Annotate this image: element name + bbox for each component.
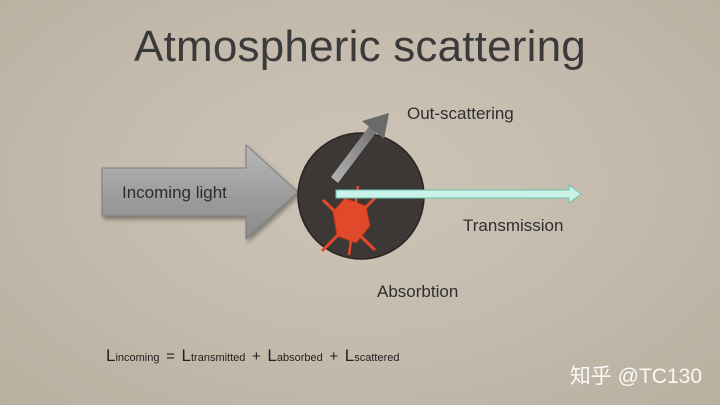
watermark: 知乎 @TC130	[569, 365, 702, 388]
transmission-arrow	[335, 184, 582, 204]
incoming-light-arrow	[101, 143, 299, 241]
out-scattering-label: Out-scattering	[407, 104, 514, 123]
eq-lhs-symbol: L	[106, 346, 116, 365]
eq-term-sub: scattered	[354, 352, 400, 364]
absorption-label: Absorbtion	[377, 282, 459, 301]
eq-equals: =	[166, 348, 175, 365]
eq-term-symbol: L	[181, 346, 191, 365]
eq-term-sub: transmitted	[190, 352, 246, 364]
out-scattering-arrow	[331, 113, 389, 183]
eq-lhs-sub: incoming	[115, 352, 160, 364]
light-equation: Lincoming = Ltransmitted + Labsorbed + L…	[106, 346, 400, 366]
incoming-light-label: Incoming light	[122, 183, 227, 202]
eq-term-sub: absorbed	[276, 352, 323, 364]
eq-plus: +	[329, 348, 339, 365]
eq-term-symbol: L	[267, 346, 277, 365]
slide-title: Atmospheric scattering	[134, 22, 586, 71]
transmission-label: Transmission	[463, 216, 564, 235]
eq-term-symbol: L	[344, 346, 355, 365]
absorption-mark	[320, 185, 377, 256]
eq-plus: +	[252, 348, 261, 365]
